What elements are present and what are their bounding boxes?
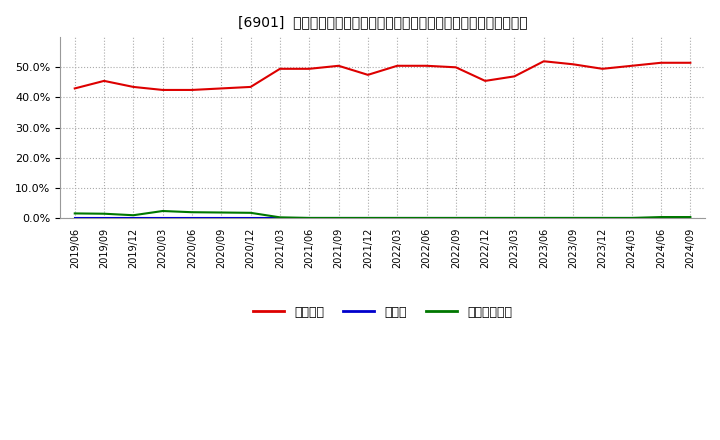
Title: [6901]  自己資本、のれん、繰延税金資産の総資産に対する比率の推移: [6901] 自己資本、のれん、繰延税金資産の総資産に対する比率の推移: [238, 15, 527, 29]
Legend: 自己資本, のれん, 繰延税金資産: 自己資本, のれん, 繰延税金資産: [248, 301, 517, 323]
